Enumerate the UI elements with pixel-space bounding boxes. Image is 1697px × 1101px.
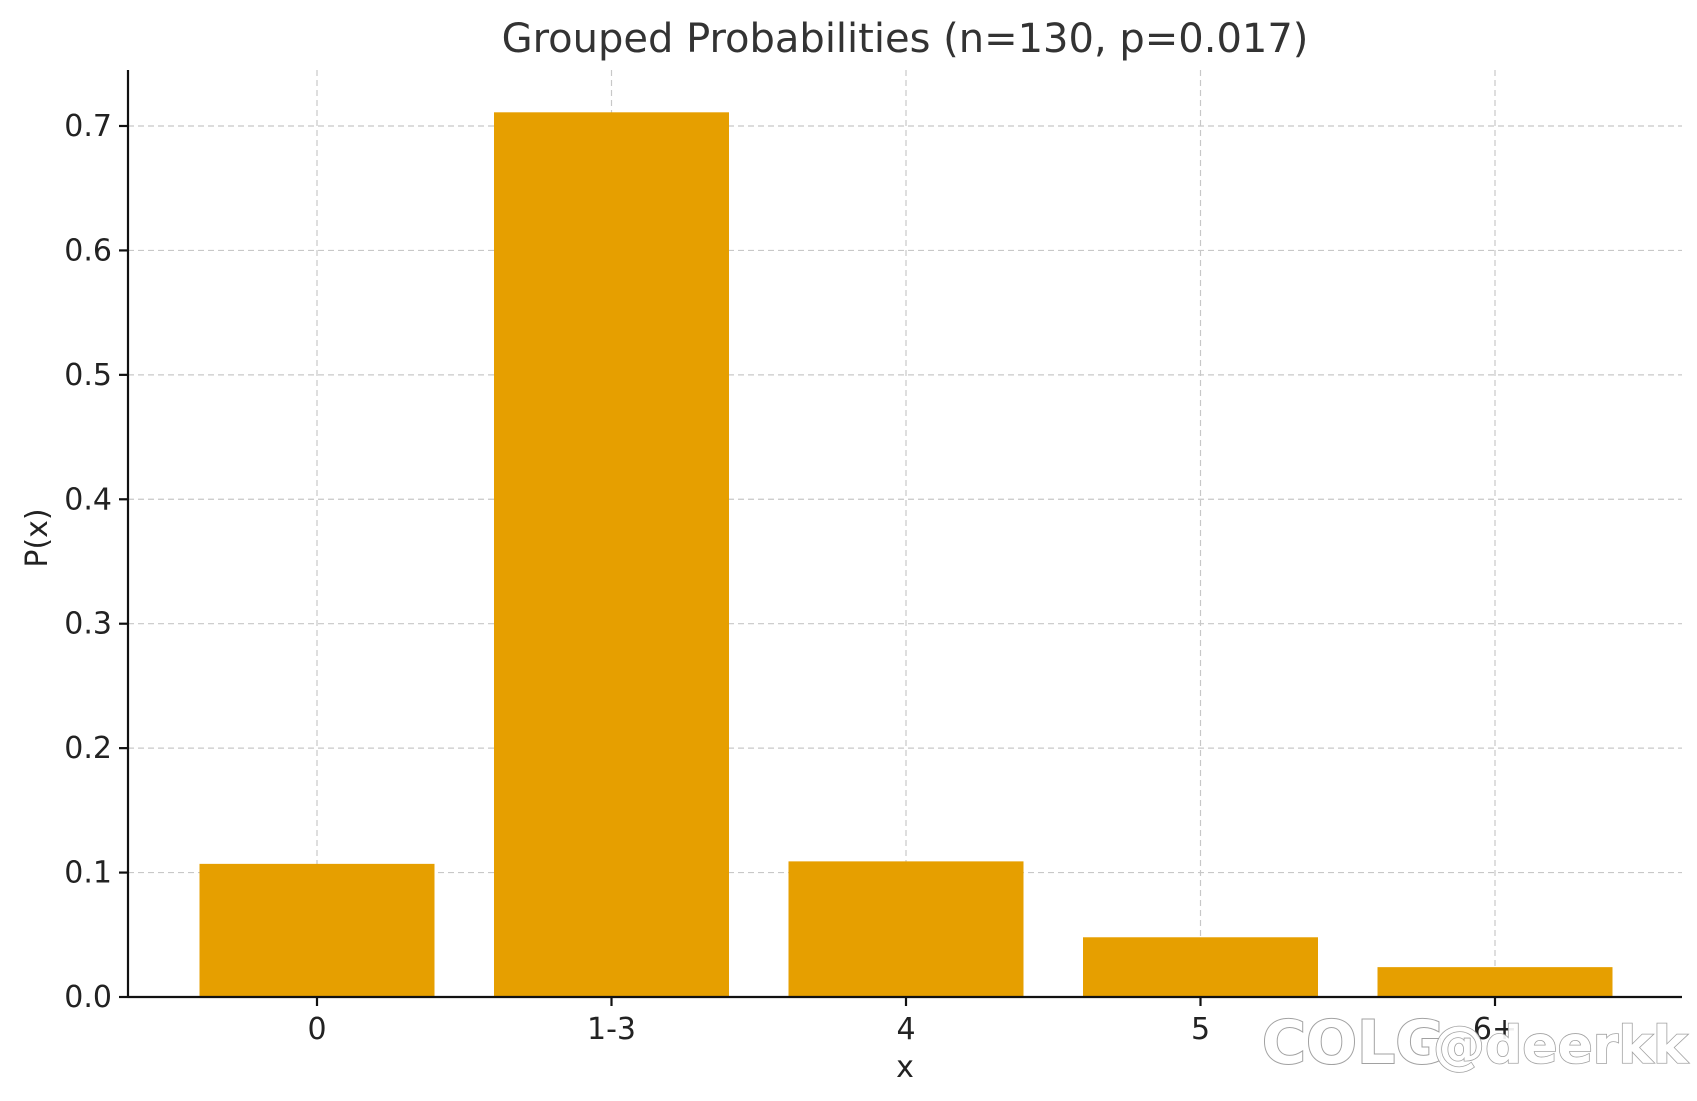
bars (199, 112, 1613, 998)
x-axis-label: x (896, 1050, 914, 1085)
y-tick-label: 0.4 (64, 482, 112, 517)
chart-title: Grouped Probabilities (n=130, p=0.017) (502, 16, 1309, 62)
x-tick-label: 6+ (1473, 1012, 1517, 1047)
y-tick-label: 0.6 (64, 233, 112, 268)
watermark-logo: COLG (1262, 1008, 1445, 1078)
bar-0 (199, 863, 435, 997)
bar-6+ (1377, 967, 1613, 997)
x-axis-ticks: 0 1-3 4 5 6+ (307, 997, 1517, 1047)
x-tick-label: 1-3 (587, 1012, 636, 1047)
y-axis-ticks: 0.0 0.1 0.2 0.3 0.4 0.5 0.6 0.7 (64, 109, 128, 1015)
x-tick-label: 0 (307, 1012, 326, 1047)
gridlines (128, 70, 1682, 997)
y-tick-label: 0.3 (64, 607, 112, 642)
watermark-handle: @deerkk (1433, 1016, 1689, 1076)
y-axis-label: P(x) (20, 508, 55, 567)
bar-5 (1083, 937, 1318, 997)
y-tick-label: 0.2 (64, 731, 112, 766)
watermark: COLG @deerkk (1261, 1007, 1690, 1079)
y-tick-label: 0.5 (64, 358, 112, 393)
bar-1-3 (494, 112, 729, 998)
x-tick-label: 5 (1191, 1012, 1210, 1047)
y-tick-label: 0.1 (64, 856, 112, 891)
y-tick-label: 0.0 (64, 980, 112, 1015)
y-tick-label: 0.7 (64, 109, 112, 144)
x-tick-label: 4 (896, 1012, 915, 1047)
bar-4 (788, 861, 1024, 997)
